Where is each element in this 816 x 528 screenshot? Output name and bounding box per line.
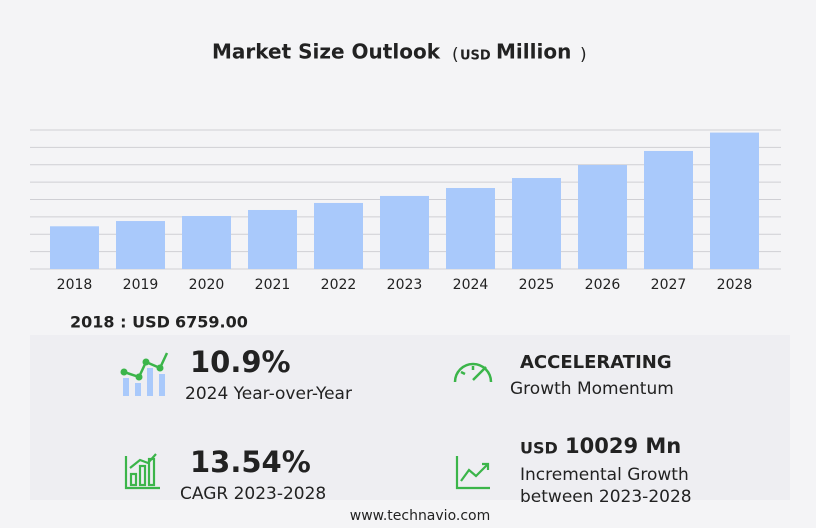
x-tick-label: 2018: [57, 277, 93, 293]
x-tick-label: 2021: [255, 277, 291, 293]
bar: [446, 188, 495, 269]
stat-value: 13.54%: [190, 445, 311, 479]
bar: [644, 150, 693, 269]
base-label: 2018 : USD: [70, 313, 170, 332]
stat-label: CAGR 2023-2028: [180, 484, 326, 504]
x-tick-label: 2024: [453, 277, 489, 293]
x-tick-label: 2023: [387, 277, 423, 293]
stat-currency: USD: [520, 439, 558, 458]
x-tick-label: 2026: [585, 277, 621, 293]
bar: [578, 165, 627, 269]
x-tick-label: 2022: [321, 277, 357, 293]
x-tick-label: 2020: [189, 277, 225, 293]
x-tick-label: 2019: [123, 277, 159, 293]
title-currency: USD: [460, 49, 491, 64]
yoy-icon: [120, 352, 169, 396]
bar: [380, 195, 429, 269]
growth-icon: [455, 456, 490, 490]
stat-label: between 2023-2028: [520, 487, 692, 507]
stat-label: Incremental Growth: [520, 465, 689, 485]
x-tick-label: 2027: [651, 277, 687, 293]
base-value: 6759.00: [175, 313, 248, 332]
title-paren: (: [452, 45, 459, 65]
stat-label: Growth Momentum: [510, 379, 674, 399]
footer: www.technavio.com: [350, 508, 491, 524]
plot-area: 2018 2019 2020 2021 2022 2023 2024 2025 2026 2027…: [30, 129, 781, 293]
bar: [182, 215, 231, 269]
bar: [314, 202, 363, 269]
stat-value: 10.9%: [190, 345, 291, 379]
bar: [50, 226, 99, 269]
x-tick-label: 2025: [519, 277, 555, 293]
bar: [248, 209, 297, 269]
gauge-icon: [453, 362, 493, 383]
stat-value: 10029 Mn: [565, 434, 681, 458]
x-tick-label: 2028: [717, 277, 753, 293]
title-unit: Million: [496, 40, 571, 64]
cagr-icon: [124, 453, 160, 490]
title-paren: ): [580, 45, 587, 65]
bar: [116, 221, 165, 269]
bar: [512, 178, 561, 269]
stats-panel: [30, 335, 790, 500]
chart-title: Market Size Outlook: [212, 40, 441, 64]
bar: [710, 132, 759, 269]
stat-label: 2024 Year-over-Year: [185, 384, 352, 404]
stat-value: ACCELERATING: [520, 352, 672, 373]
